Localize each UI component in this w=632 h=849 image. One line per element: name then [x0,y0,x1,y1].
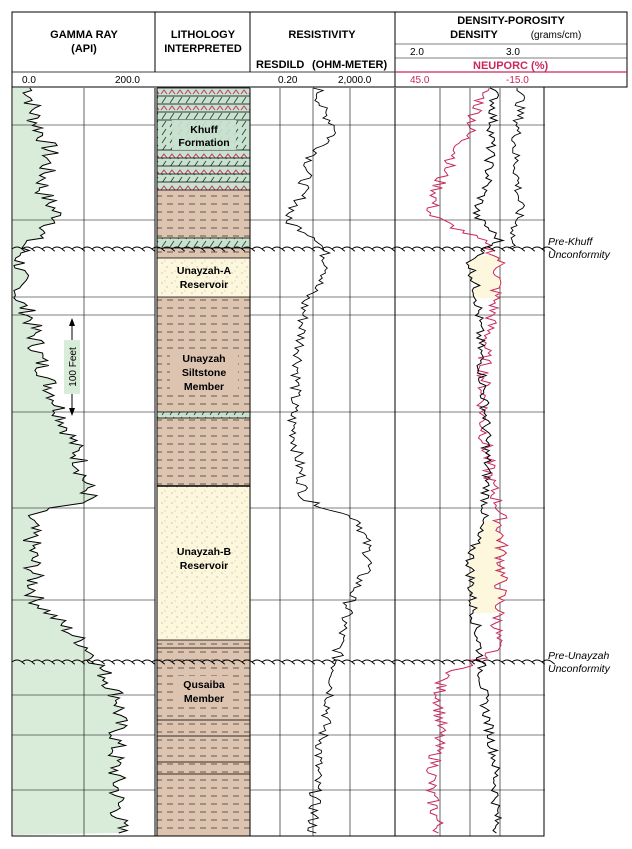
gamma-scale-min: 0.0 [22,75,36,86]
lithology-bed [157,112,250,120]
gamma-track [13,88,128,835]
lithology-bed [157,640,250,648]
lithology-title-1: LITHOLOGY [171,29,236,41]
resistivity-scale-max: 2,000.0 [338,75,372,86]
density-crossover-fill-a [466,255,505,298]
gamma-unit: (API) [71,43,97,55]
resistivity-unit: (OHM-METER) [312,59,387,71]
lithology-bed [157,238,250,248]
neutron-scale-min: 45.0 [410,75,430,86]
density-secondary-curve [508,87,527,249]
neutron-scale-max: -15.0 [506,75,529,86]
header: GAMMA RAY (API) 0.0 200.0 LITHOLOGY INTE… [11,11,628,88]
lithology-column [156,87,251,836]
qusaiba-label-2: Member [184,693,224,705]
lithology-bed [157,190,250,238]
khuff-label-2: Formation [178,137,229,149]
lithology-bed [157,182,250,190]
body-frame [11,86,545,837]
pre-khuff-unconformity-line [11,246,555,252]
unayzah-a-label-1: Unayzah-A [177,265,232,277]
pre-khuff-label-2: Unconformity [548,249,611,261]
lithology-bed [157,158,250,166]
lithology-bed [157,258,250,297]
lithology-bed [157,418,250,486]
pre-khuff-label-1: Pre-Khuff [548,236,593,248]
lithology-bed [157,166,250,174]
khuff-label-1: Khuff [190,124,218,136]
lithology-bed [157,150,250,158]
resistivity-scale-min: 0.20 [278,75,298,86]
density-scale-min: 2.0 [410,47,424,58]
scale-bar-label: 100 Feet [68,347,79,387]
lithology-bed [157,486,250,640]
gamma-title: GAMMA RAY [50,29,118,41]
lithology-title-2: INTERPRETED [164,43,242,55]
resistivity-curve-name: RESDILD [256,59,304,71]
unconformities: Pre-Khuff Unconformity Pre-Unayzah Uncon… [11,236,611,675]
siltstone-label-1: Unayzah [182,353,225,365]
density-scale-max: 3.0 [506,47,520,58]
lithology-bed [157,96,250,104]
lithology-bed [157,174,250,182]
lithology-bed [157,248,250,258]
gamma-ray-curve [13,87,130,834]
lithology-bed [157,104,250,112]
density-curve [464,87,506,834]
siltstone-label-2: Siltstone [182,367,226,379]
neutron-porosity-curve [425,87,509,834]
pre-unayzah-label-1: Pre-Unayzah [548,650,609,662]
qusaiba-label-1: Qusaiba [183,679,225,691]
density-crossover-fill-b [465,520,508,613]
lithology-bed [157,88,250,96]
unayzah-b-label-1: Unayzah-B [177,546,232,558]
density-title: DENSITY-POROSITY [457,15,565,27]
unit-labels: Khuff Formation Unayzah-A Reservoir Unay… [170,120,238,706]
pre-unayzah-label-2: Unconformity [548,663,611,675]
density-unit: (grams/cm) [531,30,582,41]
depth-grid [12,88,545,836]
gamma-scale-max: 200.0 [115,75,140,86]
pre-unayzah-unconformity-line [11,659,555,665]
unayzah-b-label-2: Reservoir [180,560,228,572]
lithology-bed [157,412,250,418]
gamma-ray-fill [13,88,128,835]
siltstone-label-3: Member [184,381,224,393]
density-subtitle: DENSITY [450,29,498,41]
log-curves [13,87,527,834]
neutron-title: NEUPORC (%) [473,60,549,72]
resistivity-curve [285,87,373,834]
resistivity-title: RESISTIVITY [288,29,356,41]
scale-bar: 100 Feet [64,318,80,416]
unayzah-a-label-2: Reservoir [180,279,228,291]
